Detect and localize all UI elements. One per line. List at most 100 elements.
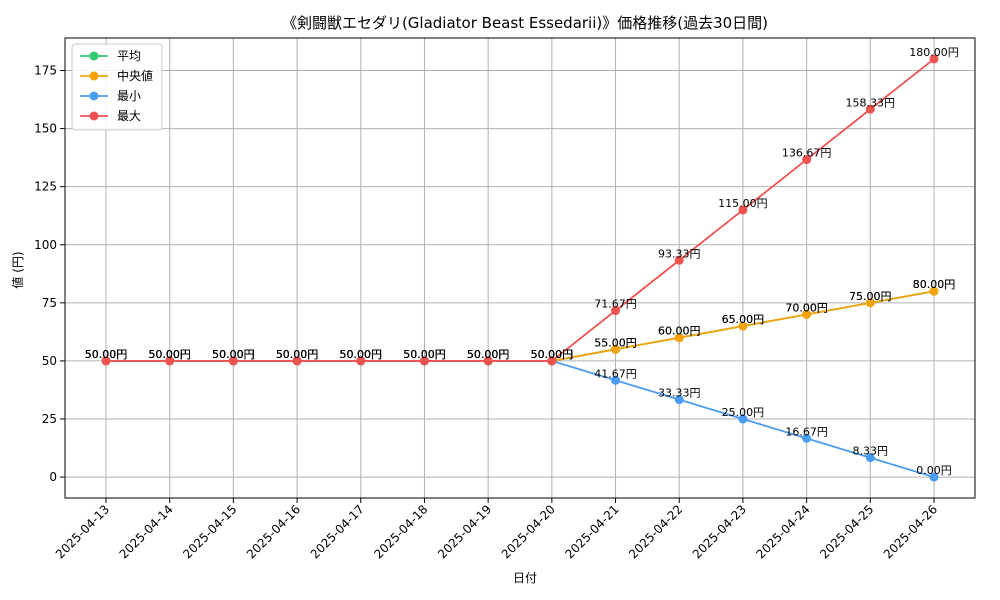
- y-tick-label: 125: [34, 180, 57, 194]
- legend-marker: [89, 51, 99, 61]
- data-point: [611, 375, 621, 385]
- data-label: 50.00円: [212, 348, 255, 361]
- data-label: 180.00円: [909, 46, 959, 59]
- data-label: 50.00円: [148, 348, 191, 361]
- data-point: [611, 344, 621, 354]
- data-point: [929, 472, 939, 482]
- data-label: 80.00円: [913, 278, 956, 291]
- data-label: 50.00円: [403, 348, 446, 361]
- y-tick-label: 0: [49, 470, 57, 484]
- data-label: 8.33円: [853, 445, 889, 458]
- series-4: [101, 54, 939, 366]
- data-point: [929, 286, 939, 296]
- data-label: 158.33円: [846, 96, 896, 109]
- data-label: 50.00円: [531, 348, 574, 361]
- data-label: 65.00円: [722, 313, 765, 326]
- data-point: [802, 155, 812, 165]
- plot-frame: [64, 37, 976, 499]
- data-point: [865, 453, 875, 463]
- y-tick-label: 150: [34, 122, 57, 136]
- data-point: [674, 333, 684, 343]
- data-label: 50.00円: [403, 348, 446, 361]
- data-label: 50.00円: [276, 348, 319, 361]
- data-label: 70.00円: [785, 301, 828, 314]
- data-label: 50.00円: [340, 348, 383, 361]
- data-point: [929, 54, 939, 64]
- data-label: 50.00円: [531, 348, 574, 361]
- data-label: 136.67円: [782, 147, 832, 160]
- data-label: 65.00円: [722, 313, 765, 326]
- legend-marker: [89, 91, 99, 101]
- data-point: [674, 395, 684, 405]
- data-label: 60.00円: [658, 325, 701, 338]
- data-point: [419, 356, 429, 366]
- data-label: 50.00円: [531, 348, 574, 361]
- data-label: 50.00円: [467, 348, 510, 361]
- data-label: 55.00円: [594, 336, 637, 349]
- x-axis-label: 日付: [513, 571, 537, 585]
- data-label: 60.00円: [658, 325, 701, 338]
- legend-label: 中央値: [117, 68, 153, 83]
- data-point: [865, 298, 875, 308]
- y-axis-label: 値 (円): [10, 251, 25, 288]
- y-tick-label: 25: [42, 412, 57, 426]
- data-label: 33.33円: [658, 387, 701, 400]
- data-label: 50.00円: [340, 348, 383, 361]
- data-point: [674, 255, 684, 265]
- y-tick-label: 175: [34, 64, 57, 78]
- data-point: [228, 356, 238, 366]
- y-tick-label: 100: [34, 238, 57, 252]
- legend-label: 最大: [117, 109, 141, 123]
- data-label: 50.00円: [340, 348, 383, 361]
- data-point: [356, 356, 366, 366]
- data-label: 50.00円: [276, 348, 319, 361]
- legend-box: [71, 43, 163, 131]
- series-layer: [101, 54, 939, 482]
- data-label: 41.67円: [594, 367, 637, 380]
- data-label: 50.00円: [467, 348, 510, 361]
- data-labels: 50.00円 50.00円 50.00円 50.00円 50.00円 50.00円 50.0…: [85, 46, 959, 477]
- data-label: 50.00円: [276, 348, 319, 361]
- data-label: 50.00円: [148, 348, 191, 361]
- legend-label: 平均: [117, 49, 141, 63]
- data-label: 50.00円: [212, 348, 255, 361]
- series-line: [106, 58, 935, 362]
- data-label: 50.00円: [467, 348, 510, 361]
- data-label: 25.00円: [722, 406, 765, 419]
- data-label: 50.00円: [340, 348, 383, 361]
- data-point: [738, 205, 748, 215]
- data-label: 50.00円: [85, 348, 128, 361]
- chart-title: 《剣闘獣エセダリ(Gladiator Beast Essedarii)》価格推移…: [282, 14, 768, 32]
- y-tick-label: 75: [42, 296, 57, 310]
- data-point: [738, 321, 748, 331]
- data-label: 50.00円: [467, 348, 510, 361]
- data-label: 80.00円: [913, 278, 956, 291]
- data-label: 50.00円: [148, 348, 191, 361]
- data-label: 50.00円: [403, 348, 446, 361]
- data-point: [547, 356, 557, 366]
- data-point: [865, 104, 875, 114]
- legend-marker: [89, 71, 99, 81]
- y-tick-label: 50: [42, 354, 57, 368]
- data-label: 50.00円: [85, 348, 128, 361]
- data-point: [611, 306, 621, 316]
- data-label: 0.00円: [916, 464, 952, 477]
- legend-label: 最小: [117, 89, 141, 103]
- data-label: 75.00円: [849, 290, 892, 303]
- data-label: 50.00円: [212, 348, 255, 361]
- data-point: [802, 309, 812, 319]
- data-label: 50.00円: [212, 348, 255, 361]
- data-point: [738, 414, 748, 424]
- data-label: 93.33円: [658, 247, 701, 260]
- data-point: [292, 356, 302, 366]
- data-label: 75.00円: [849, 290, 892, 303]
- data-label: 115.00円: [718, 197, 768, 210]
- data-label: 71.67円: [594, 298, 637, 311]
- data-label: 50.00円: [276, 348, 319, 361]
- data-label: 50.00円: [531, 348, 574, 361]
- data-point: [165, 356, 175, 366]
- legend-marker: [89, 111, 99, 121]
- data-point: [802, 433, 812, 443]
